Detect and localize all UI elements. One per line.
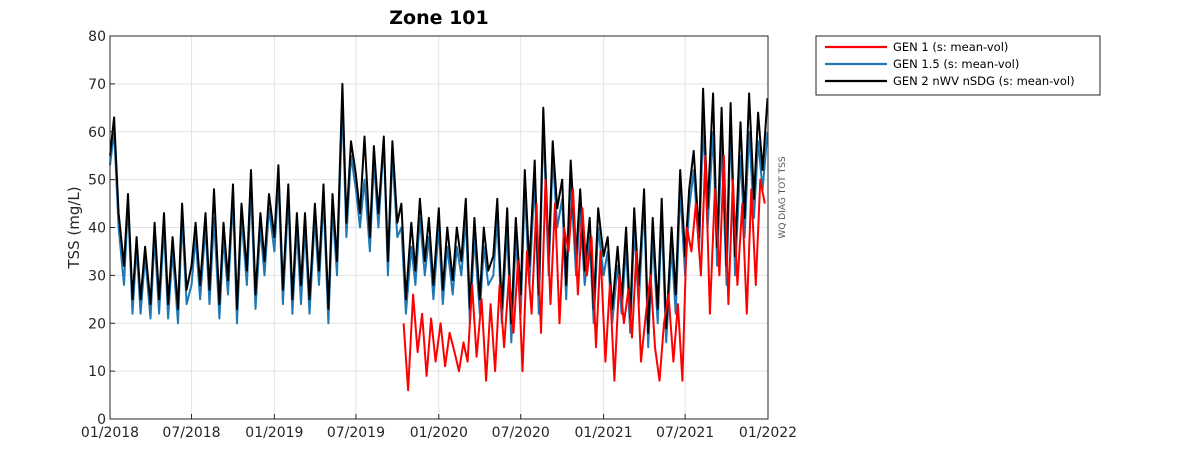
x-tick-label: 07/2018: [162, 425, 220, 441]
series-line-2: [109, 82, 769, 334]
x-tick-label: 01/2020: [410, 425, 468, 441]
legend: GEN 1 (s: mean-vol) GEN 1.5 (s: mean-vol)…: [815, 35, 1101, 96]
x-tick-label: 07/2020: [492, 425, 550, 441]
y-tick-label: 20: [88, 316, 106, 332]
y-axis-label: TSS (mg/L): [65, 186, 83, 269]
chart-title: Zone 101: [389, 7, 489, 29]
x-tick-label: 01/2019: [245, 425, 303, 441]
legend-label: GEN 1.5 (s: mean-vol): [893, 57, 1019, 71]
y-tick-label: 80: [88, 29, 106, 45]
y-tick-label: 50: [88, 173, 106, 189]
x-tick-label: 07/2019: [327, 425, 385, 441]
y-tick-label: 60: [88, 125, 106, 141]
y-tick-label: 0: [97, 412, 106, 428]
series-line-0: [402, 154, 766, 392]
x-tick-label: 01/2021: [575, 425, 633, 441]
x-tick-label: 01/2018: [81, 425, 139, 441]
series-layer: [109, 82, 769, 392]
axis-ticks: 0 10 20 30 40 50 60 70 80 01/2018 07/2018 01/2019 07…: [81, 29, 797, 441]
x-tick-label: 01/2022: [739, 425, 797, 441]
legend-label: GEN 1 (s: mean-vol): [893, 40, 1008, 54]
legend-label: GEN 2 nWV nSDG (s: mean-vol): [893, 74, 1075, 88]
y-tick-label: 40: [88, 221, 106, 237]
x-tick-label: 07/2021: [656, 425, 714, 441]
y-tick-label: 10: [88, 364, 106, 380]
y-tick-label: 30: [88, 268, 106, 284]
side-variable-label: WQ DIAG TOT TSS: [778, 156, 788, 238]
y-tick-label: 70: [88, 77, 106, 93]
legend-box: [815, 35, 1101, 96]
